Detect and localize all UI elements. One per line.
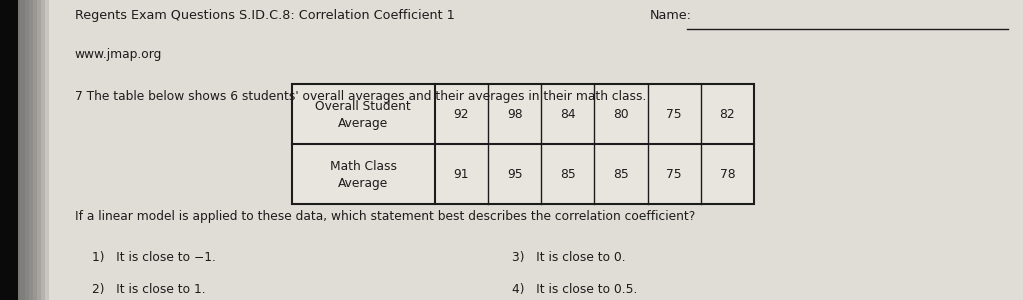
Text: 75: 75 <box>666 167 682 181</box>
Text: Math Class: Math Class <box>329 160 397 173</box>
Text: 85: 85 <box>560 167 576 181</box>
Bar <box>0 0 41 300</box>
Text: 78: 78 <box>719 167 736 181</box>
Text: Overall Student: Overall Student <box>315 100 411 113</box>
Bar <box>0 0 12 300</box>
Bar <box>0 0 33 300</box>
Bar <box>292 84 754 204</box>
Text: 80: 80 <box>613 107 629 121</box>
Text: 75: 75 <box>666 107 682 121</box>
Text: 1)   It is close to −1.: 1) It is close to −1. <box>92 250 216 263</box>
Text: 95: 95 <box>506 167 523 181</box>
Text: 2)   It is close to 1.: 2) It is close to 1. <box>92 284 206 296</box>
Bar <box>0 0 20 300</box>
Bar <box>0 0 18 300</box>
Text: Average: Average <box>338 176 389 190</box>
Text: www.jmap.org: www.jmap.org <box>75 48 162 61</box>
Bar <box>0 0 45 300</box>
Text: 7 The table below shows 6 students' overall averages and their averages in their: 7 The table below shows 6 students' over… <box>75 90 647 103</box>
Text: If a linear model is applied to these data, which statement best describes the c: If a linear model is applied to these da… <box>75 210 695 223</box>
Bar <box>0 0 49 300</box>
Text: 91: 91 <box>453 167 470 181</box>
Bar <box>0 0 4 300</box>
Bar <box>0 0 8 300</box>
Text: Average: Average <box>338 116 389 130</box>
Bar <box>0 0 25 300</box>
Text: 85: 85 <box>613 167 629 181</box>
Text: 84: 84 <box>560 107 576 121</box>
Bar <box>0 0 16 300</box>
Text: 98: 98 <box>506 107 523 121</box>
Bar <box>0 0 37 300</box>
Text: 4)   It is close to 0.5.: 4) It is close to 0.5. <box>512 284 637 296</box>
Text: 92: 92 <box>453 107 470 121</box>
Text: Regents Exam Questions S.ID.C.8: Correlation Coefficient 1: Regents Exam Questions S.ID.C.8: Correla… <box>75 9 454 22</box>
Text: Name:: Name: <box>650 9 692 22</box>
Text: 82: 82 <box>719 107 736 121</box>
Text: 3)   It is close to 0.: 3) It is close to 0. <box>512 250 625 263</box>
Bar <box>0 0 29 300</box>
